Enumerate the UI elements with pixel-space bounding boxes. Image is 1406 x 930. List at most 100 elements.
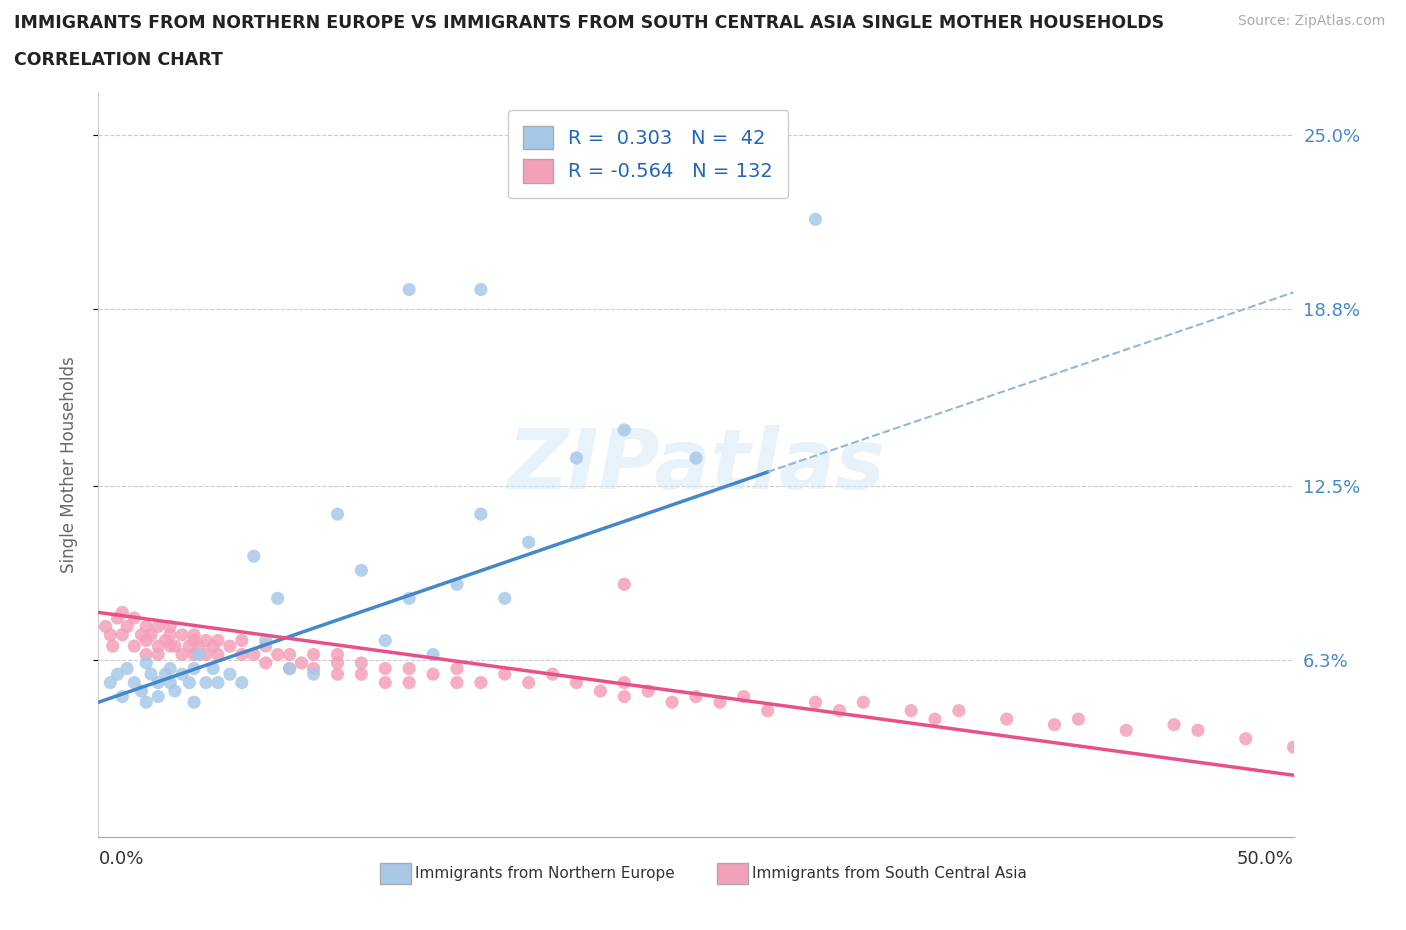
Point (243, 647, 266, 662)
Point (326, 507, 349, 522)
Point (139, 667, 162, 682)
Point (195, 675, 218, 690)
Point (517, 535, 540, 550)
Text: CORRELATION CHART: CORRELATION CHART (14, 51, 224, 69)
Point (183, 647, 205, 662)
Point (135, 656, 157, 671)
Point (828, 703, 851, 718)
Point (278, 647, 301, 662)
Point (124, 611, 146, 626)
Point (231, 675, 253, 690)
Legend: R =  0.303   N =  42, R = -0.564   N = 132: R = 0.303 N = 42, R = -0.564 N = 132 (508, 110, 789, 198)
Point (398, 282, 420, 297)
Point (422, 647, 444, 662)
Point (733, 689, 755, 704)
Point (131, 684, 153, 698)
Point (804, 212, 827, 227)
Point (1115, 723, 1137, 737)
Point (1234, 731, 1257, 746)
Point (350, 667, 373, 682)
Point (1043, 717, 1066, 732)
Point (350, 656, 373, 671)
Point (446, 577, 468, 591)
Point (900, 703, 922, 718)
Point (195, 647, 218, 662)
Point (183, 661, 205, 676)
Point (267, 647, 290, 662)
Point (135, 619, 157, 634)
Y-axis label: Single Mother Households: Single Mother Households (59, 356, 77, 574)
Point (148, 647, 170, 662)
Point (98, 675, 122, 690)
Point (231, 647, 253, 662)
Point (94, 619, 117, 634)
Point (207, 633, 229, 648)
Point (470, 507, 492, 522)
Point (565, 675, 588, 690)
Point (243, 549, 266, 564)
Point (187, 647, 209, 662)
Text: 0.0%: 0.0% (98, 850, 143, 869)
Point (422, 667, 444, 682)
Point (446, 675, 468, 690)
Point (756, 703, 779, 718)
Point (589, 684, 612, 698)
Point (135, 695, 157, 710)
Point (446, 661, 468, 676)
Point (148, 639, 170, 654)
Point (613, 689, 636, 704)
Point (159, 675, 181, 690)
Point (139, 628, 162, 643)
Point (350, 563, 373, 578)
Point (111, 604, 134, 619)
Point (541, 667, 564, 682)
Text: ZIPatlas: ZIPatlas (508, 424, 884, 506)
Point (172, 647, 194, 662)
Point (278, 661, 301, 676)
Point (1163, 717, 1185, 732)
Point (131, 628, 153, 643)
Point (924, 711, 946, 726)
Point (111, 689, 134, 704)
Point (254, 639, 277, 654)
Point (101, 639, 124, 654)
Point (187, 639, 209, 654)
Text: 50.0%: 50.0% (1237, 850, 1294, 869)
Point (179, 675, 201, 690)
Text: Source: ZipAtlas.com: Source: ZipAtlas.com (1237, 14, 1385, 28)
Point (195, 633, 218, 648)
Point (494, 667, 516, 682)
Point (183, 633, 205, 648)
Point (124, 639, 146, 654)
Text: IMMIGRANTS FROM NORTHERN EUROPE VS IMMIGRANTS FROM SOUTH CENTRAL ASIA SINGLE MOT: IMMIGRANTS FROM NORTHERN EUROPE VS IMMIG… (14, 14, 1164, 32)
Point (517, 170, 540, 185)
Point (124, 675, 146, 690)
Point (291, 656, 314, 671)
Point (179, 639, 201, 654)
Point (98, 628, 122, 643)
Point (267, 591, 290, 605)
Point (374, 661, 396, 676)
Point (148, 675, 170, 690)
Point (135, 647, 157, 662)
Point (326, 656, 349, 671)
Point (115, 661, 138, 676)
Point (494, 591, 516, 605)
Point (107, 667, 129, 682)
Point (302, 661, 325, 676)
Point (107, 611, 129, 626)
Text: Immigrants from South Central Asia: Immigrants from South Central Asia (752, 866, 1028, 881)
Point (565, 450, 588, 465)
Point (163, 639, 186, 654)
Point (302, 647, 325, 662)
Point (183, 628, 205, 643)
Point (1187, 723, 1209, 737)
Point (278, 661, 301, 676)
Point (948, 703, 970, 718)
Point (155, 633, 177, 648)
Point (302, 667, 325, 682)
Point (183, 695, 205, 710)
Point (231, 633, 253, 648)
Point (374, 675, 396, 690)
Point (326, 667, 349, 682)
